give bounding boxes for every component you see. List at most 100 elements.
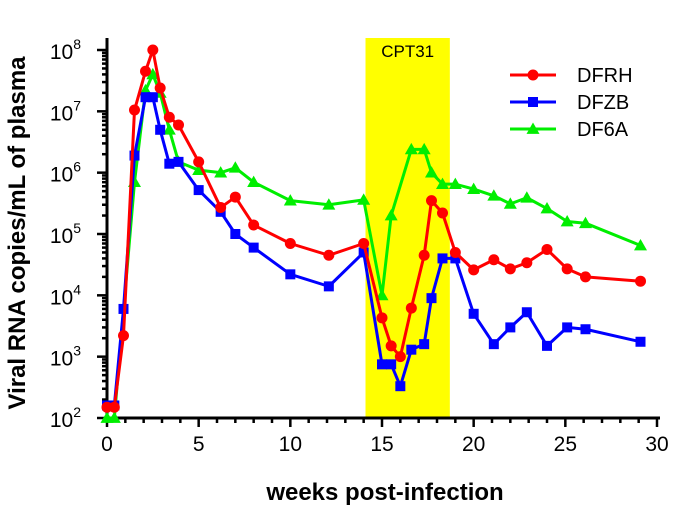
- y-tick-label: 102: [50, 404, 81, 432]
- data-point: [504, 263, 516, 275]
- x-tick-label: 0: [101, 433, 113, 456]
- data-point: [118, 330, 129, 342]
- data-point: [419, 339, 430, 350]
- x-tick-label: 15: [370, 433, 393, 456]
- data-point: [193, 156, 205, 168]
- legend-marker: [526, 122, 540, 134]
- data-point: [503, 197, 517, 209]
- y-tick-label: 105: [50, 220, 81, 248]
- data-point: [418, 249, 430, 261]
- x-tick-label: 10: [279, 433, 302, 456]
- data-point: [147, 44, 159, 56]
- data-point: [386, 359, 397, 370]
- x-tick-label: 25: [554, 433, 577, 456]
- data-point: [376, 312, 388, 324]
- y-axis-title: Viral RNA copies/mL of plasma: [4, 56, 31, 410]
- data-point: [468, 308, 479, 319]
- data-point: [192, 163, 206, 176]
- data-point: [520, 191, 534, 203]
- data-point: [154, 82, 166, 94]
- legend-label: DFZB: [577, 92, 629, 114]
- data-point: [448, 177, 462, 190]
- data-point: [404, 142, 418, 155]
- data-point: [579, 216, 592, 229]
- data-point: [542, 340, 552, 351]
- data-point: [540, 202, 554, 214]
- data-point: [214, 166, 228, 178]
- data-point: [285, 269, 296, 280]
- data-point: [450, 253, 461, 264]
- data-point: [488, 254, 500, 266]
- data-point: [129, 104, 140, 116]
- data-point: [395, 381, 406, 392]
- data-point: [406, 344, 417, 355]
- data-point: [193, 185, 204, 196]
- data-point: [436, 177, 449, 190]
- data-point: [541, 243, 553, 255]
- data-point: [358, 247, 369, 258]
- data-point: [384, 209, 398, 221]
- data-point: [426, 195, 437, 207]
- data-point: [437, 207, 448, 219]
- legend-marker: [528, 97, 538, 107]
- legend-item-df6a: DF6A: [510, 119, 629, 141]
- data-point: [377, 359, 387, 370]
- data-point: [405, 302, 417, 314]
- data-point: [394, 351, 406, 363]
- data-point: [468, 264, 480, 276]
- data-point: [437, 253, 448, 264]
- data-point: [449, 246, 461, 258]
- data-point: [521, 307, 532, 318]
- data-point: [635, 336, 646, 347]
- data-point: [580, 324, 591, 335]
- x-axis-title: weeks post-infection: [265, 479, 503, 506]
- series-dfrh: [101, 44, 646, 413]
- data-point: [561, 263, 573, 275]
- legend-label: DFRH: [577, 65, 633, 87]
- treatment-label: CPT31: [381, 42, 434, 61]
- legend-label: DF6A: [577, 119, 629, 141]
- data-point: [560, 214, 574, 227]
- y-tick-label: 108: [50, 36, 81, 64]
- data-point: [228, 161, 242, 173]
- data-point: [140, 65, 151, 77]
- data-point: [521, 257, 533, 269]
- data-point: [323, 281, 334, 292]
- data-point: [634, 238, 647, 251]
- data-point: [322, 198, 336, 210]
- data-point: [562, 322, 573, 333]
- x-tick-label: 5: [193, 433, 205, 456]
- data-point: [248, 242, 259, 253]
- data-point: [635, 275, 646, 287]
- data-point: [215, 202, 227, 214]
- y-tick-label: 107: [50, 97, 81, 125]
- data-point: [580, 271, 591, 283]
- data-point: [358, 238, 370, 250]
- data-point: [147, 92, 158, 103]
- data-point: [385, 340, 397, 352]
- data-point: [488, 339, 499, 350]
- data-point: [108, 401, 120, 413]
- y-tick-label: 106: [50, 159, 81, 187]
- data-point: [173, 156, 184, 167]
- data-point: [505, 322, 516, 333]
- data-point: [467, 182, 481, 194]
- data-point: [248, 219, 260, 231]
- data-point: [163, 111, 175, 123]
- data-point: [283, 194, 297, 206]
- data-point: [155, 124, 166, 135]
- data-point: [230, 229, 241, 239]
- data-point: [487, 189, 501, 201]
- data-point: [247, 175, 261, 188]
- data-point: [426, 293, 437, 304]
- data-point: [284, 238, 296, 250]
- data-point: [229, 191, 241, 203]
- data-point: [173, 119, 184, 131]
- x-tick-label: 20: [462, 433, 485, 456]
- data-point: [357, 193, 371, 205]
- data-point: [417, 142, 431, 155]
- legend-item-dfrh: DFRH: [510, 65, 633, 87]
- data-point: [140, 92, 151, 103]
- legend-item-dfzb: DFZB: [510, 92, 629, 114]
